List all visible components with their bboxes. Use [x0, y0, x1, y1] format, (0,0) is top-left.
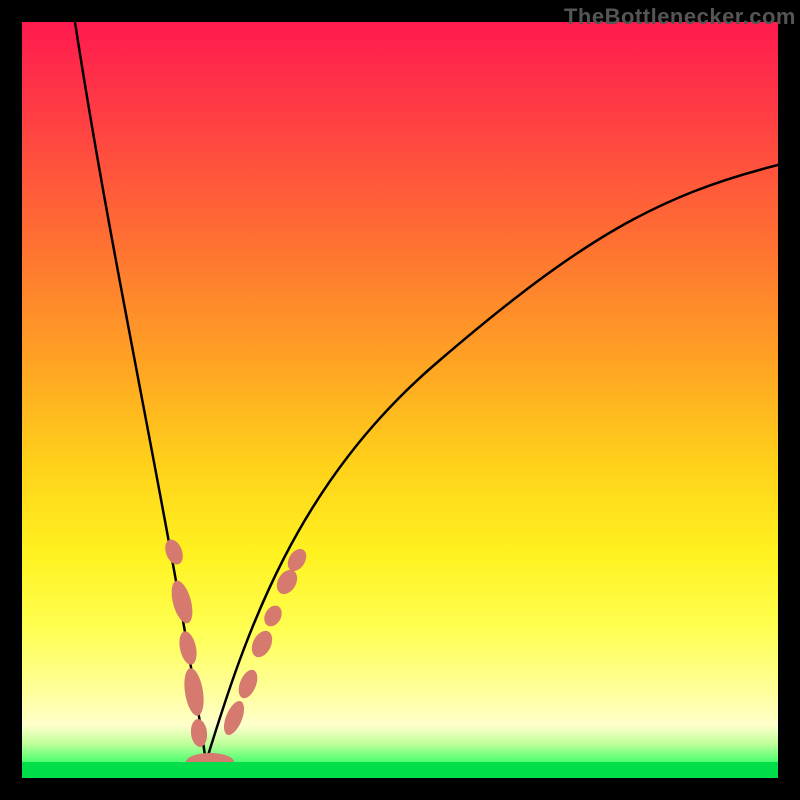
bottleneck-chart [0, 0, 800, 800]
watermark-text: TheBottlenecker.com [564, 4, 796, 30]
